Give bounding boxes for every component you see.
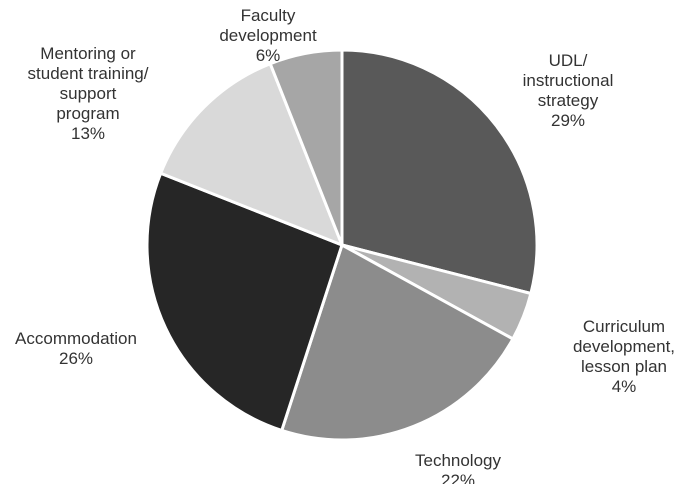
pie-slices (145, 48, 539, 442)
slice-label-line: lesson plan (581, 357, 667, 376)
pie-slice-3 (145, 171, 344, 433)
slice-percent: 22% (441, 471, 475, 484)
slice-label-line: student training/ (28, 64, 149, 83)
slice-label-1: Curriculum development, lesson plan 4% (573, 317, 675, 396)
slice-percent: 4% (612, 377, 637, 396)
slice-label-line: program (56, 104, 119, 123)
slice-label-line: UDL/ (549, 51, 588, 70)
slice-label-line: instructional (523, 71, 614, 90)
slice-label-5: Faculty development 6% (219, 6, 317, 65)
slice-percent: 26% (59, 349, 93, 368)
slice-labels: UDL/instructional strategy 29%Curriculum de… (15, 6, 675, 484)
slice-label-0: UDL/instructional strategy 29% (523, 51, 614, 130)
slice-label-line: Accommodation (15, 329, 137, 348)
pie-slice-2 (279, 242, 515, 442)
slice-label-4: Mentoring or student training/support prog… (28, 44, 149, 143)
slice-label-line: support (60, 84, 117, 103)
pie-slice-0 (340, 48, 539, 296)
slice-percent: 6% (256, 46, 281, 65)
pie-slice-5 (268, 48, 344, 246)
slice-percent: 29% (551, 111, 585, 130)
pie-slice-4 (158, 61, 345, 248)
slice-label-line: development (219, 26, 317, 45)
slice-label-line: Curriculum (583, 317, 665, 336)
slice-label-3: Accommodation 26% (15, 329, 137, 368)
slice-label-line: Mentoring or (40, 44, 136, 63)
slice-label-2: Technology 22% (415, 451, 502, 484)
slice-label-line: strategy (538, 91, 599, 110)
slice-label-line: Faculty (241, 6, 296, 25)
slice-label-line: development, (573, 337, 675, 356)
slice-percent: 13% (71, 124, 105, 143)
slice-label-line: Technology (415, 451, 502, 470)
